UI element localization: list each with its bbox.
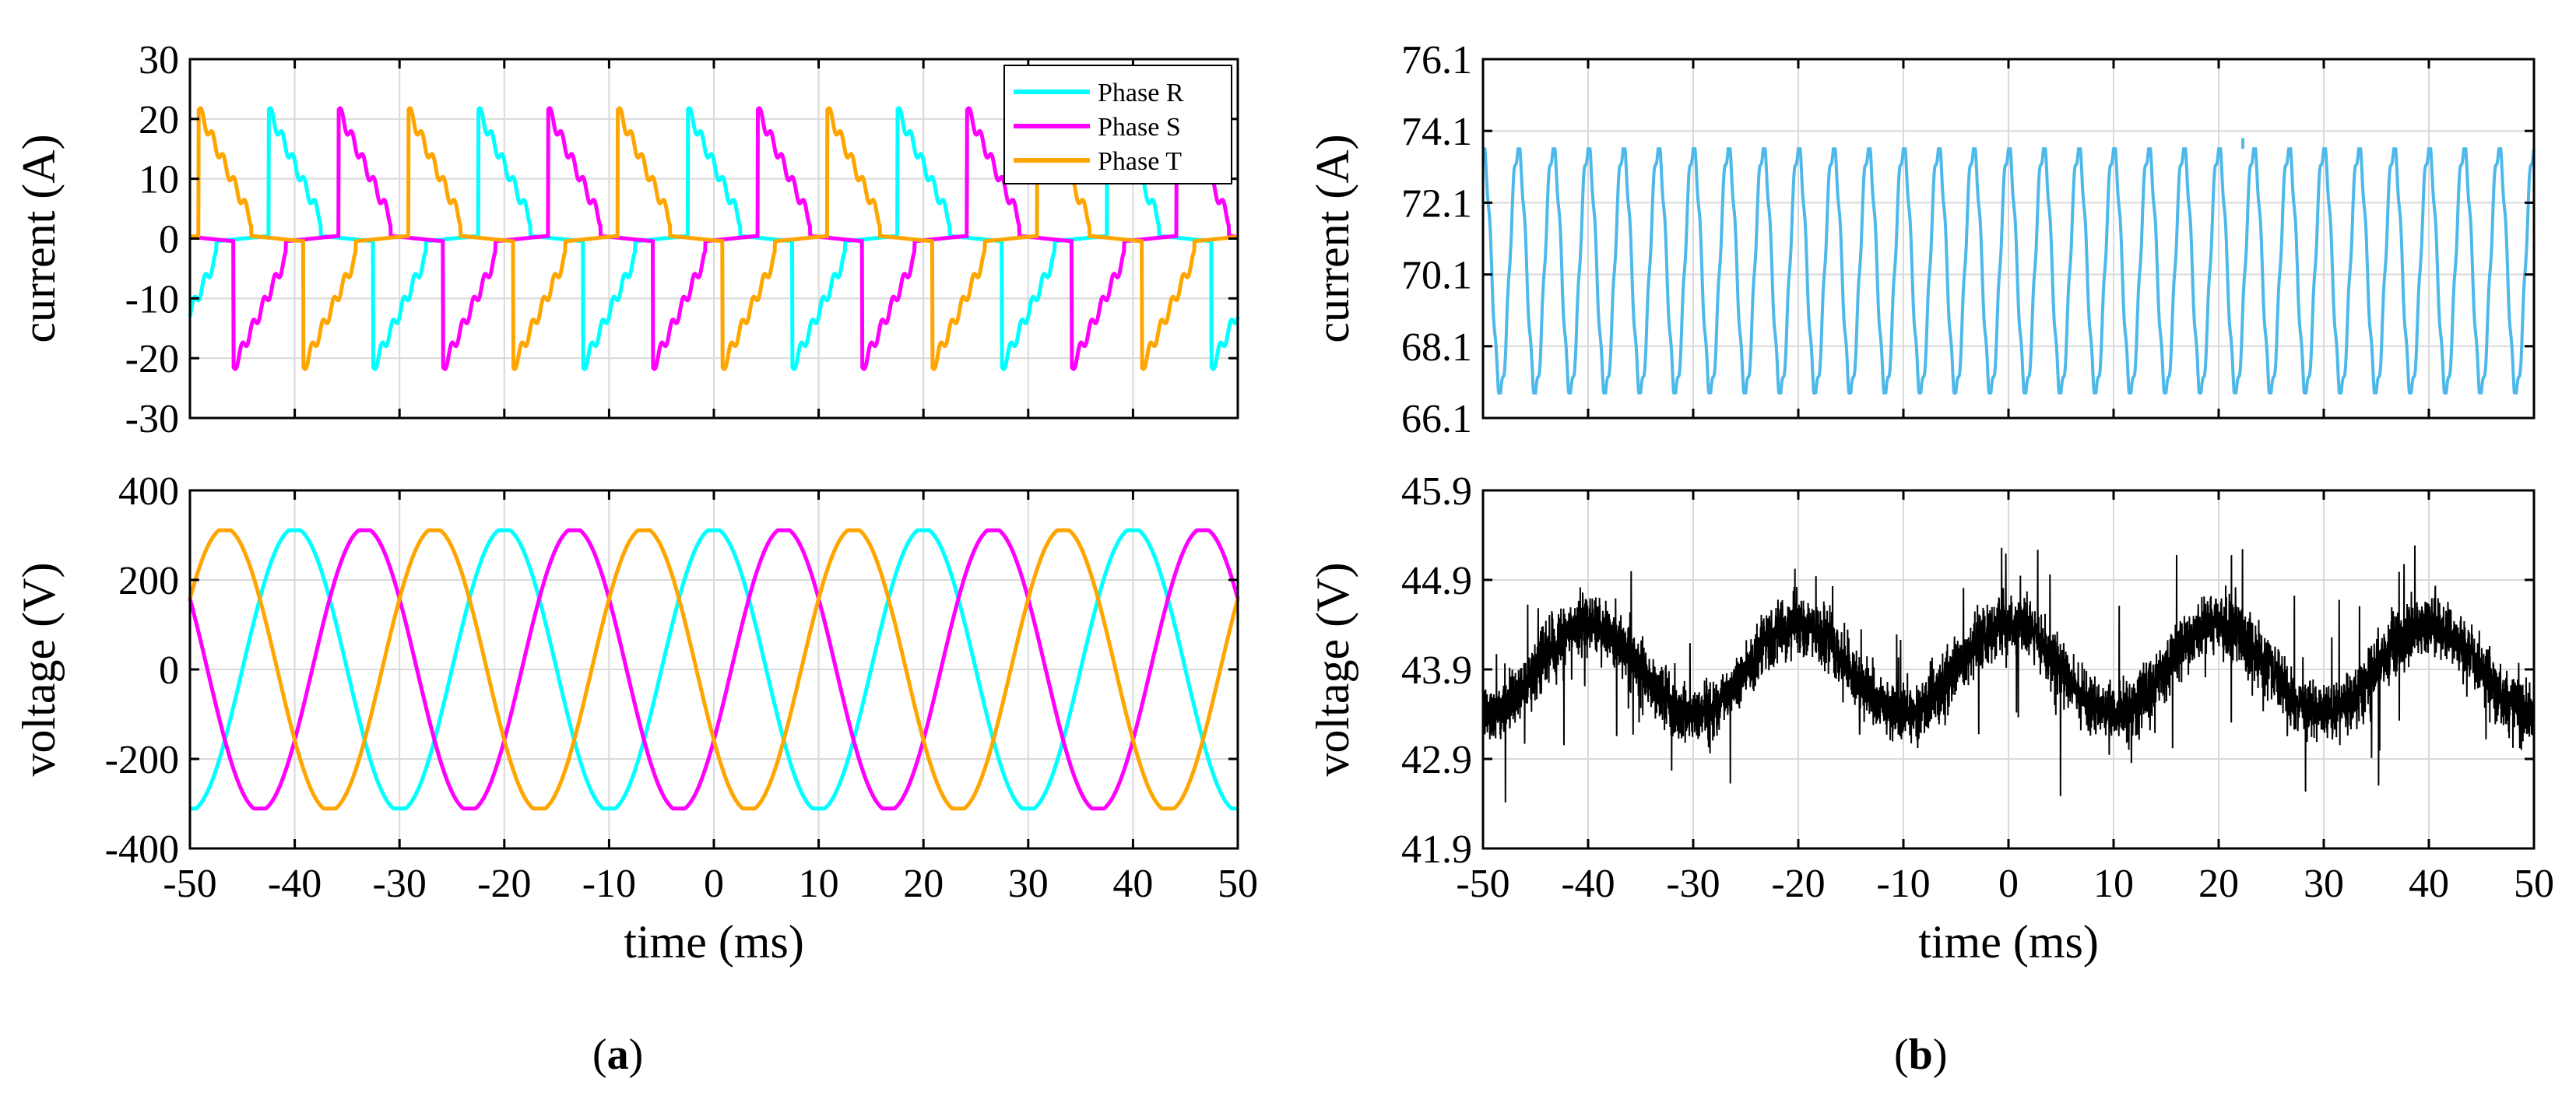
x-tick-label: 0 (704, 862, 724, 906)
y-tick-label: 0 (159, 648, 179, 693)
x-tick-label: 20 (2198, 862, 2239, 906)
y-axis-label: voltage (V) (1307, 563, 1358, 777)
y-tick-label: -200 (105, 738, 179, 782)
x-tick-label: -30 (373, 862, 427, 906)
axes-frame (188, 489, 1239, 850)
x-tick-label: 40 (2409, 862, 2449, 906)
axes-b-bottom: 41.9 42.9 43.9 44.9 45.9 -50 -40 -30 -20 -10 0 10 20… (1307, 469, 2554, 968)
x-tick-label: -10 (582, 862, 636, 906)
x-axis-label: time (ms) (624, 916, 804, 968)
y-tick-label: 66.1 (1401, 397, 1472, 441)
plot-area-b-top (1483, 138, 2536, 395)
series-line-dc-current (1483, 147, 2536, 395)
y-axis-label: voltage (V) (13, 563, 65, 777)
panel-label-b-letter: b (1908, 1031, 1933, 1079)
y-tick-label: 70.1 (1401, 254, 1472, 298)
x-tick-label: 30 (2304, 862, 2344, 906)
series-line-dc-voltage (1482, 545, 2535, 803)
y-tick-label: 20 (139, 98, 179, 142)
legend-label: Phase T (1098, 147, 1182, 176)
y-tick-label: -10 (125, 277, 179, 321)
panel-label-a: (a) (592, 1031, 644, 1079)
legend: Phase R Phase S Phase T (1003, 65, 1232, 184)
x-tick-label: -30 (1666, 862, 1720, 906)
y-tick-label: 41.9 (1401, 827, 1472, 872)
y-tick-label: -30 (125, 397, 179, 441)
x-tick-label: 50 (1218, 862, 1258, 906)
axes-frame (188, 58, 1239, 420)
y-tick-label: 30 (139, 38, 179, 83)
x-tick-label: 10 (2093, 862, 2134, 906)
y-tick-label: 74.1 (1401, 110, 1472, 154)
x-tick-label: 0 (1998, 862, 2019, 906)
legend-label: Phase S (1098, 113, 1181, 142)
x-tick-label: 40 (1112, 862, 1153, 906)
y-tick-label: 43.9 (1401, 648, 1472, 693)
x-axis-label: time (ms) (1918, 916, 2099, 968)
x-tick-label: -50 (1456, 862, 1509, 906)
x-tick-label: -40 (1561, 862, 1615, 906)
y-tick-label: 200 (118, 559, 179, 603)
x-tick-label: -10 (1876, 862, 1930, 906)
y-axis-label: current (A) (13, 134, 65, 342)
legend-label: Phase R (1098, 79, 1184, 107)
x-tick-label: -20 (477, 862, 531, 906)
x-tick-label: 10 (799, 862, 839, 906)
series-line-t (188, 528, 1240, 811)
y-axis-label: current (A) (1307, 134, 1358, 342)
y-tick-label: 68.1 (1401, 325, 1472, 370)
y-tick-label: 0 (159, 218, 179, 262)
y-tick-label: -400 (105, 827, 179, 872)
y-tick-label: 44.9 (1401, 559, 1472, 603)
x-tick-label: -40 (268, 862, 322, 906)
x-tick-label: 30 (1008, 862, 1049, 906)
y-tick-label: 10 (139, 158, 179, 202)
plot-area-b-bottom (1482, 545, 2535, 803)
plot-area-a-bottom (188, 528, 1240, 811)
panel-label-b: (b) (1894, 1031, 1948, 1079)
axes-frame (1481, 489, 2536, 850)
y-tick-label: 400 (118, 469, 179, 514)
y-tick-label: 42.9 (1401, 738, 1472, 782)
x-tick-label: 50 (2514, 862, 2554, 906)
x-tick-label: -50 (163, 862, 216, 906)
y-tick-label: 72.1 (1401, 181, 1472, 226)
panel-label-a-letter: a (606, 1031, 629, 1079)
y-tick-label: 45.9 (1401, 469, 1472, 514)
axes-b-top: 66.1 68.1 70.1 72.1 74.1 76.1 current (A) (1307, 38, 2536, 441)
axes-a-bottom: -400 -200 0 200 400 -50 -40 -30 -20 -10 0 10 20 30 40 5… (13, 469, 1258, 968)
y-tick-label: -20 (125, 337, 179, 381)
y-tick-label: 76.1 (1401, 38, 1472, 83)
axes-frame (1481, 58, 2536, 420)
x-tick-label: -20 (1771, 862, 1825, 906)
x-tick-label: 20 (903, 862, 944, 906)
